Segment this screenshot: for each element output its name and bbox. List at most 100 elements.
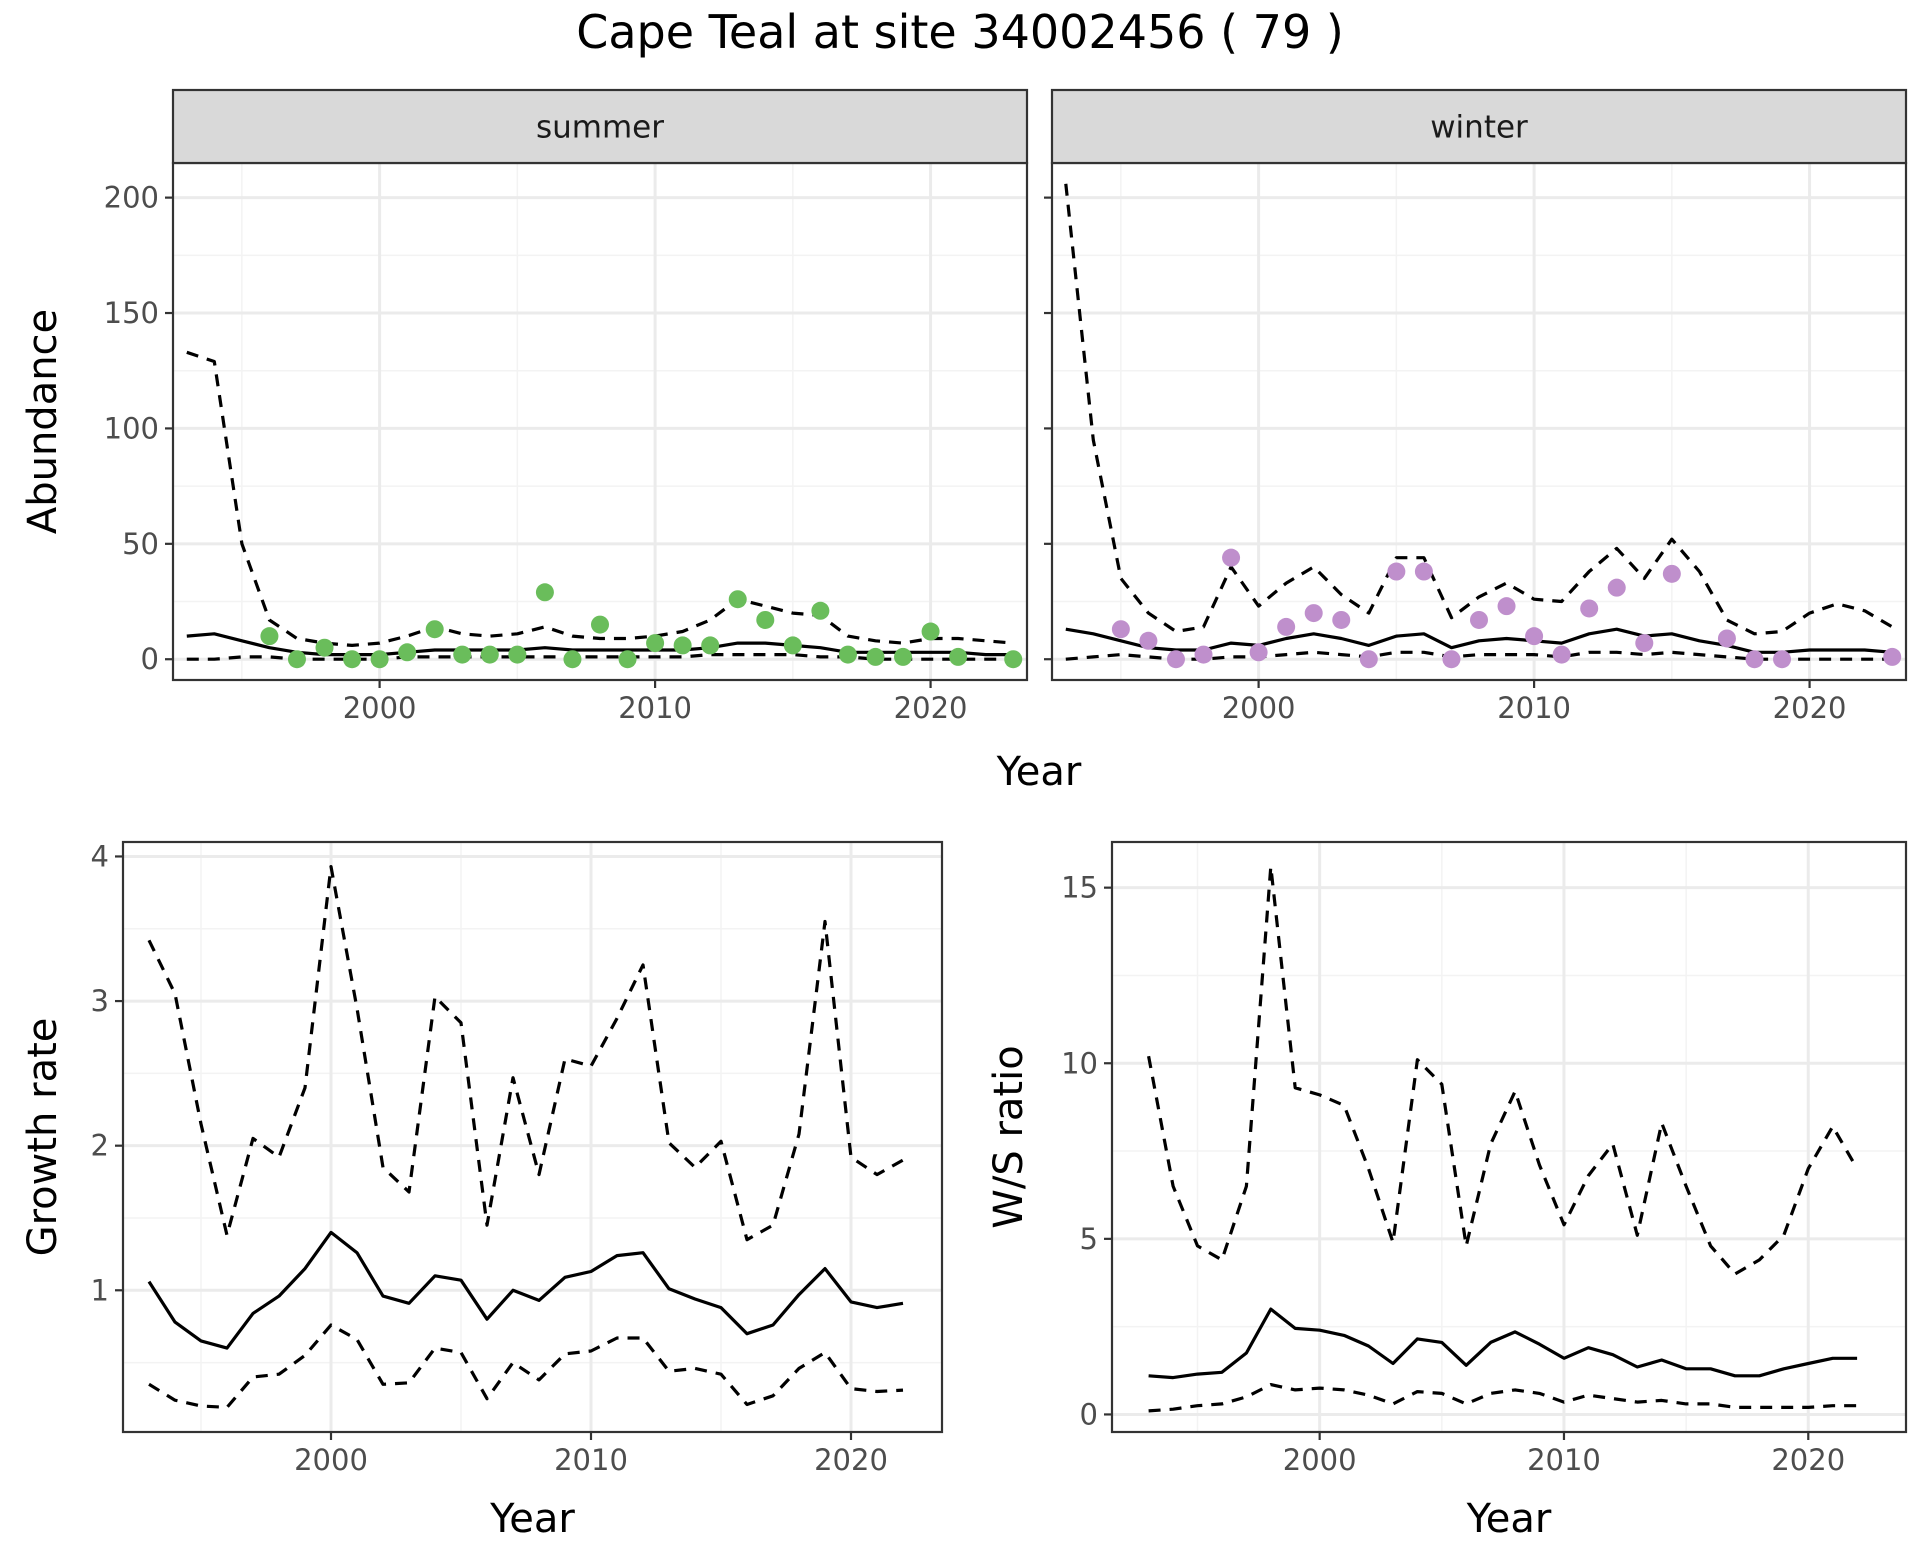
y-tick-label: 15 [1061,871,1098,905]
data-point [1277,617,1296,636]
facet-strip [1050,88,1908,165]
series-line-upper [147,864,904,1242]
y-tick-label: 3 [91,984,109,1018]
x-tick-label: 2020 [1773,691,1847,725]
x-tick-label: 2000 [1283,1443,1357,1477]
data-point [838,645,857,664]
panel-ws-ratio: 2000 2010 2020 0 5 10 15 W/S ratio Year [986,840,1908,1542]
data-point [1745,650,1764,669]
y-axis-title: W/S ratio [986,1045,1032,1228]
series-line-lower [186,652,1014,661]
data-point [646,634,665,653]
data-point [866,647,885,666]
data-point [453,645,472,664]
series-line-upper [186,350,1014,648]
y-axis-title: Growth rate [20,1018,66,1257]
data-point [1580,599,1599,618]
panel-border [1110,840,1908,1434]
data-point [287,650,306,669]
data-point [1194,645,1213,664]
panel-growth-rate: 2000 2010 2020 1 2 3 4 Growth rate Year [20,839,944,1542]
data-point [1470,610,1488,629]
data-point [1414,562,1433,581]
data-point [811,601,830,620]
y-tick-label: 2 [91,1129,109,1163]
x-tick-label: 2010 [618,691,692,725]
data-point [370,650,389,669]
data-point [673,636,692,655]
data-point [591,615,609,634]
data-point [398,643,417,662]
data-point [1359,650,1378,669]
data-point [1004,650,1023,669]
data-point [1635,634,1654,653]
series-line-upper [1147,864,1859,1276]
x-tick-label: 2010 [1527,1443,1601,1477]
series-line-mean [147,1230,904,1350]
data-point [756,610,775,629]
y-axis-title: Abundance [20,309,66,534]
x-tick-label: 2000 [1222,691,1296,725]
data-point [1139,631,1158,650]
data-point [1717,629,1736,648]
data-point [508,645,527,664]
data-point [343,650,362,669]
y-tick-label: 4 [91,839,109,873]
y-tick-label: 100 [104,411,159,445]
data-point [1773,650,1792,669]
data-point [315,638,334,657]
data-point [1497,597,1516,616]
y-tick-label: 1 [91,1273,109,1307]
y-tick-label: 5 [1080,1222,1098,1256]
y-tick-label: 0 [141,642,159,676]
data-point [1222,548,1241,567]
data-point [260,627,279,646]
x-tick-label: 2020 [894,691,968,725]
x-tick-label: 2000 [294,1443,368,1477]
facet-strip-label: winter [1430,110,1528,146]
x-tick-label: 2010 [1497,691,1571,725]
y-tick-label: 10 [1061,1046,1098,1080]
x-axis-title-shared: Year [996,749,1082,795]
x-axis-title: Year [1466,1496,1552,1542]
data-point [480,645,499,664]
series-line-upper [1064,183,1894,636]
data-point [783,636,802,655]
series-line-mean [1148,1307,1858,1380]
x-axis-title: Year [489,1496,575,1542]
data-point [1249,643,1268,662]
data-point [1525,627,1544,646]
data-point [728,590,747,609]
data-point [1607,578,1626,597]
data-point [921,622,940,641]
data-point [1332,610,1351,629]
x-tick-label: 2000 [343,691,417,725]
data-point [1387,562,1406,581]
data-point [618,650,637,669]
series-line-lower [1148,1382,1858,1413]
x-tick-label: 2020 [814,1443,888,1477]
data-point [1166,650,1185,669]
data-point [894,647,913,666]
facet-strip [171,88,1029,165]
y-tick-label: 150 [104,296,159,330]
x-tick-label: 2010 [554,1443,628,1477]
data-point [425,620,444,639]
panel-abundance-winter: winter 2000 2010 2020 [1044,88,1908,725]
data-point [949,647,968,666]
y-tick-label: 0 [1080,1397,1098,1431]
panel-abundance-summer: summer 2000 2010 2020 0 50 100 150 200 Abundance [20,88,1029,725]
chart-title: Cape Teal at site 34002456 ( 79 ) [576,5,1344,59]
y-tick-label: 50 [122,527,159,561]
data-point [701,636,720,655]
data-point [1662,564,1681,583]
data-point [1552,645,1571,664]
panel-border [121,840,944,1434]
data-point [563,650,582,669]
series-line-lower [148,1323,904,1410]
y-tick-label: 200 [104,181,159,215]
panel-background [123,842,942,1432]
data-point [1304,604,1323,623]
data-point [1111,620,1130,639]
